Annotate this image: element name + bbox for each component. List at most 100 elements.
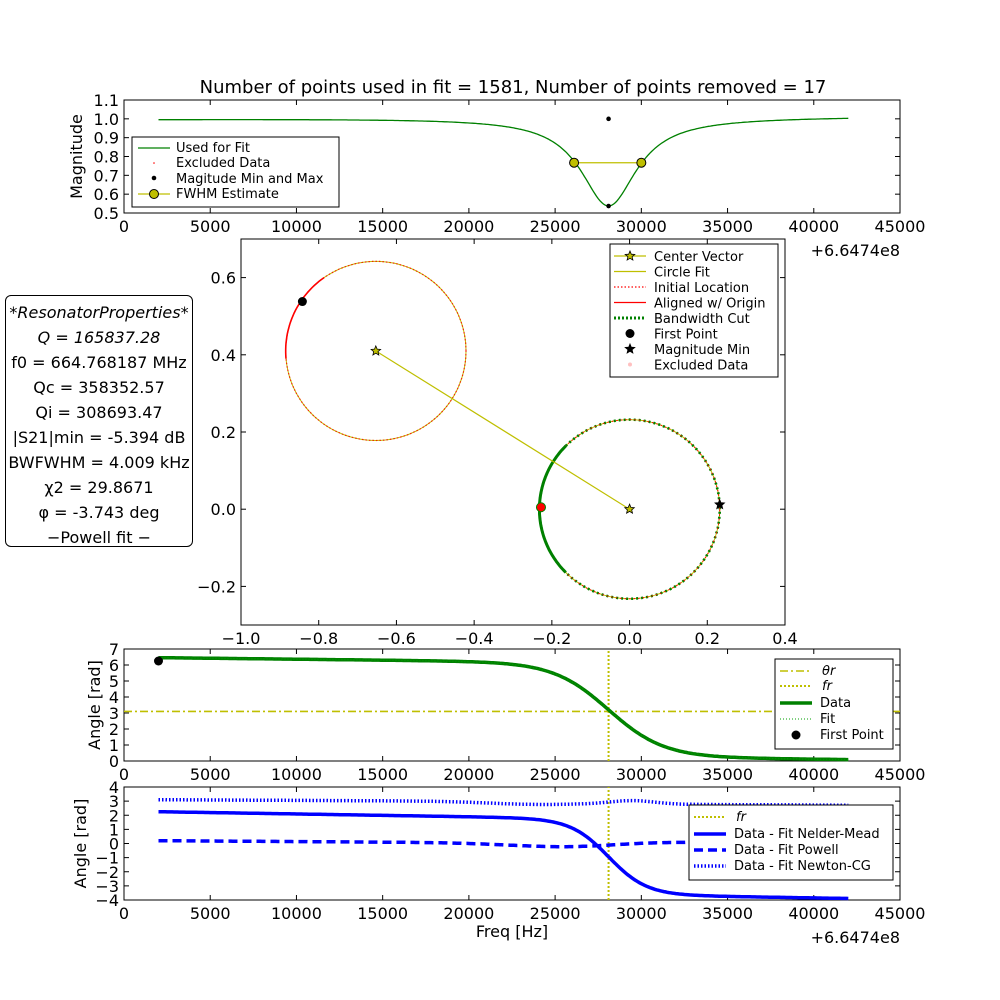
legend-label: Initial Location	[654, 281, 749, 296]
x-tick-label: 35000	[702, 904, 753, 923]
x-tick-label: 45000	[875, 765, 926, 784]
y-tick-label: 0.4	[211, 346, 236, 365]
props-phi: φ = -3.743 deg	[38, 503, 160, 522]
y-tick-label: −1	[95, 849, 119, 868]
x-tick-label: 10000	[271, 217, 322, 236]
y-tick-label: 0.7	[94, 166, 119, 185]
y-tick-label: −3	[95, 877, 119, 896]
residuals-ylabel: Angle [rad]	[71, 799, 90, 889]
complex-plane-legend	[609, 243, 779, 378]
legend-marker	[624, 249, 636, 261]
x-tick-label: 25000	[530, 765, 581, 784]
y-tick-label: 1.1	[94, 91, 119, 110]
y-tick-label: 3	[109, 792, 119, 811]
props-qi: Qi = 308693.47	[35, 403, 163, 422]
used-for-fit-line	[158, 117, 849, 207]
magnitude-ylabel: Magnitude	[67, 114, 86, 199]
legend-label: Circle Fit	[654, 266, 710, 281]
magnitude-legend	[131, 136, 340, 208]
props-chi2: χ2 = 29.8671	[44, 478, 154, 497]
legend-label: fr	[736, 810, 748, 825]
y-tick-label: −2	[95, 863, 119, 882]
x-tick-label: 35000	[702, 765, 753, 784]
y-tick-label: 1.0	[94, 110, 119, 129]
y-tick-label: 0.6	[211, 269, 236, 288]
y-tick-label: 0.5	[94, 204, 119, 223]
x-tick-label: −0.6	[377, 629, 416, 648]
x-tick-label: −0.4	[455, 629, 494, 648]
legend-label: Data	[820, 696, 851, 711]
props-header: *ResonatorProperties*	[9, 303, 189, 322]
phase-ylabel: Angle [rad]	[85, 660, 104, 750]
magnitude-min-max-point	[606, 116, 611, 122]
y-tick-label: 5	[109, 672, 119, 691]
x-tick-label: 30000	[616, 217, 667, 236]
resonator-properties-box: *ResonatorProperties* Q = 165837.28 f0 =…	[5, 295, 193, 547]
legend-label: Used for Fit	[176, 141, 250, 156]
legend-marker	[149, 189, 159, 199]
y-tick-label: 4	[109, 778, 119, 797]
props-bw: BWFWHM = 4.009 kHz	[8, 453, 190, 472]
legend-label: First Point	[820, 728, 884, 743]
x-tick-label: 25000	[530, 217, 581, 236]
legend-marker	[628, 362, 632, 367]
center-vector-start	[370, 344, 382, 356]
x-tick-label: 5000	[190, 904, 231, 923]
x-tick-label: 15000	[357, 217, 408, 236]
x-tick-label: 0	[119, 765, 129, 784]
legend-label: Data - Fit Powell	[734, 843, 839, 858]
center-vector-line	[375, 350, 630, 510]
phase-first-point	[153, 656, 163, 666]
legend-label: First Point	[654, 328, 718, 343]
y-tick-label: 2	[109, 806, 119, 825]
residuals-panel: 0 5000 10000 15000 20000 25000 30000 35000 40000…	[71, 778, 925, 947]
x-tick-label: 40000	[788, 904, 839, 923]
legend-label: Bandwidth Cut	[654, 312, 750, 327]
phase-fit-line	[158, 657, 849, 761]
y-tick-label: 0	[109, 835, 119, 854]
y-tick-label: 1	[109, 736, 119, 755]
y-tick-label: 1	[109, 820, 119, 839]
props-q: Q = 165837.28	[37, 328, 161, 347]
x-tick-label: 10000	[271, 904, 322, 923]
y-tick-label: 7	[109, 640, 119, 659]
props-f0: f0 = 664.768187 MHz	[11, 353, 187, 372]
legend-marker	[153, 162, 155, 164]
legend-marker	[791, 730, 801, 740]
y-tick-label: 3	[109, 704, 119, 723]
x-tick-label: 20000	[443, 765, 494, 784]
x-tick-label: 5000	[190, 217, 231, 236]
props-method: −Powell fit −	[46, 528, 152, 547]
phase-frame	[123, 648, 901, 762]
legend-label: Center Vector	[654, 250, 744, 265]
phase-panel: 0 5000 10000 15000 20000 25000 30000 35000 40000…	[85, 640, 925, 784]
y-tick-label: 0.9	[94, 129, 119, 148]
legend-label: Excluded Data	[654, 359, 748, 374]
x-tick-label: 20000	[443, 217, 494, 236]
x-tick-label: 30000	[616, 904, 667, 923]
legend-label: Fit	[820, 712, 835, 727]
x-tick-label: 40000	[788, 765, 839, 784]
x-tick-label: −1.0	[222, 629, 261, 648]
y-tick-label: 0.6	[94, 185, 119, 204]
y-tick-label: 0.2	[211, 423, 236, 442]
residuals-xlabel: Freq [Hz]	[476, 922, 548, 941]
fwhm-point	[569, 157, 580, 168]
magnitude-min-marker	[714, 498, 726, 510]
legend-label: Data - Fit Newton-CG	[734, 859, 871, 874]
legend-marker	[151, 175, 157, 181]
offset-label: +6.6474e8	[811, 241, 900, 260]
y-tick-label: −4	[95, 891, 119, 910]
x-tick-label: 15000	[357, 765, 408, 784]
magnitude-min-max-point	[606, 203, 611, 209]
bandwidth-cut-ring	[538, 418, 722, 601]
x-tick-label: 20000	[443, 904, 494, 923]
legend-label: fr	[822, 679, 834, 694]
x-tick-label: 45000	[875, 904, 926, 923]
initial-location-arc	[284, 276, 325, 359]
x-tick-label: 45000	[875, 217, 926, 236]
legend-label: Aligned w/ Origin	[654, 297, 765, 312]
legend-marker	[625, 329, 635, 338]
x-tick-label: −0.8	[299, 629, 338, 648]
